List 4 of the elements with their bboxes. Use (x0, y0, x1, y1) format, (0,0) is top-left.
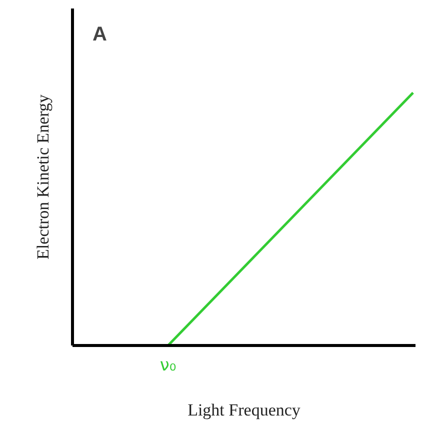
text: ν₀ (160, 356, 176, 376)
y-axis-title: Electron Kinetic Energy (34, 94, 52, 260)
chart-title: A (92, 24, 107, 46)
x-axis-title: Light Frequency (188, 400, 301, 420)
